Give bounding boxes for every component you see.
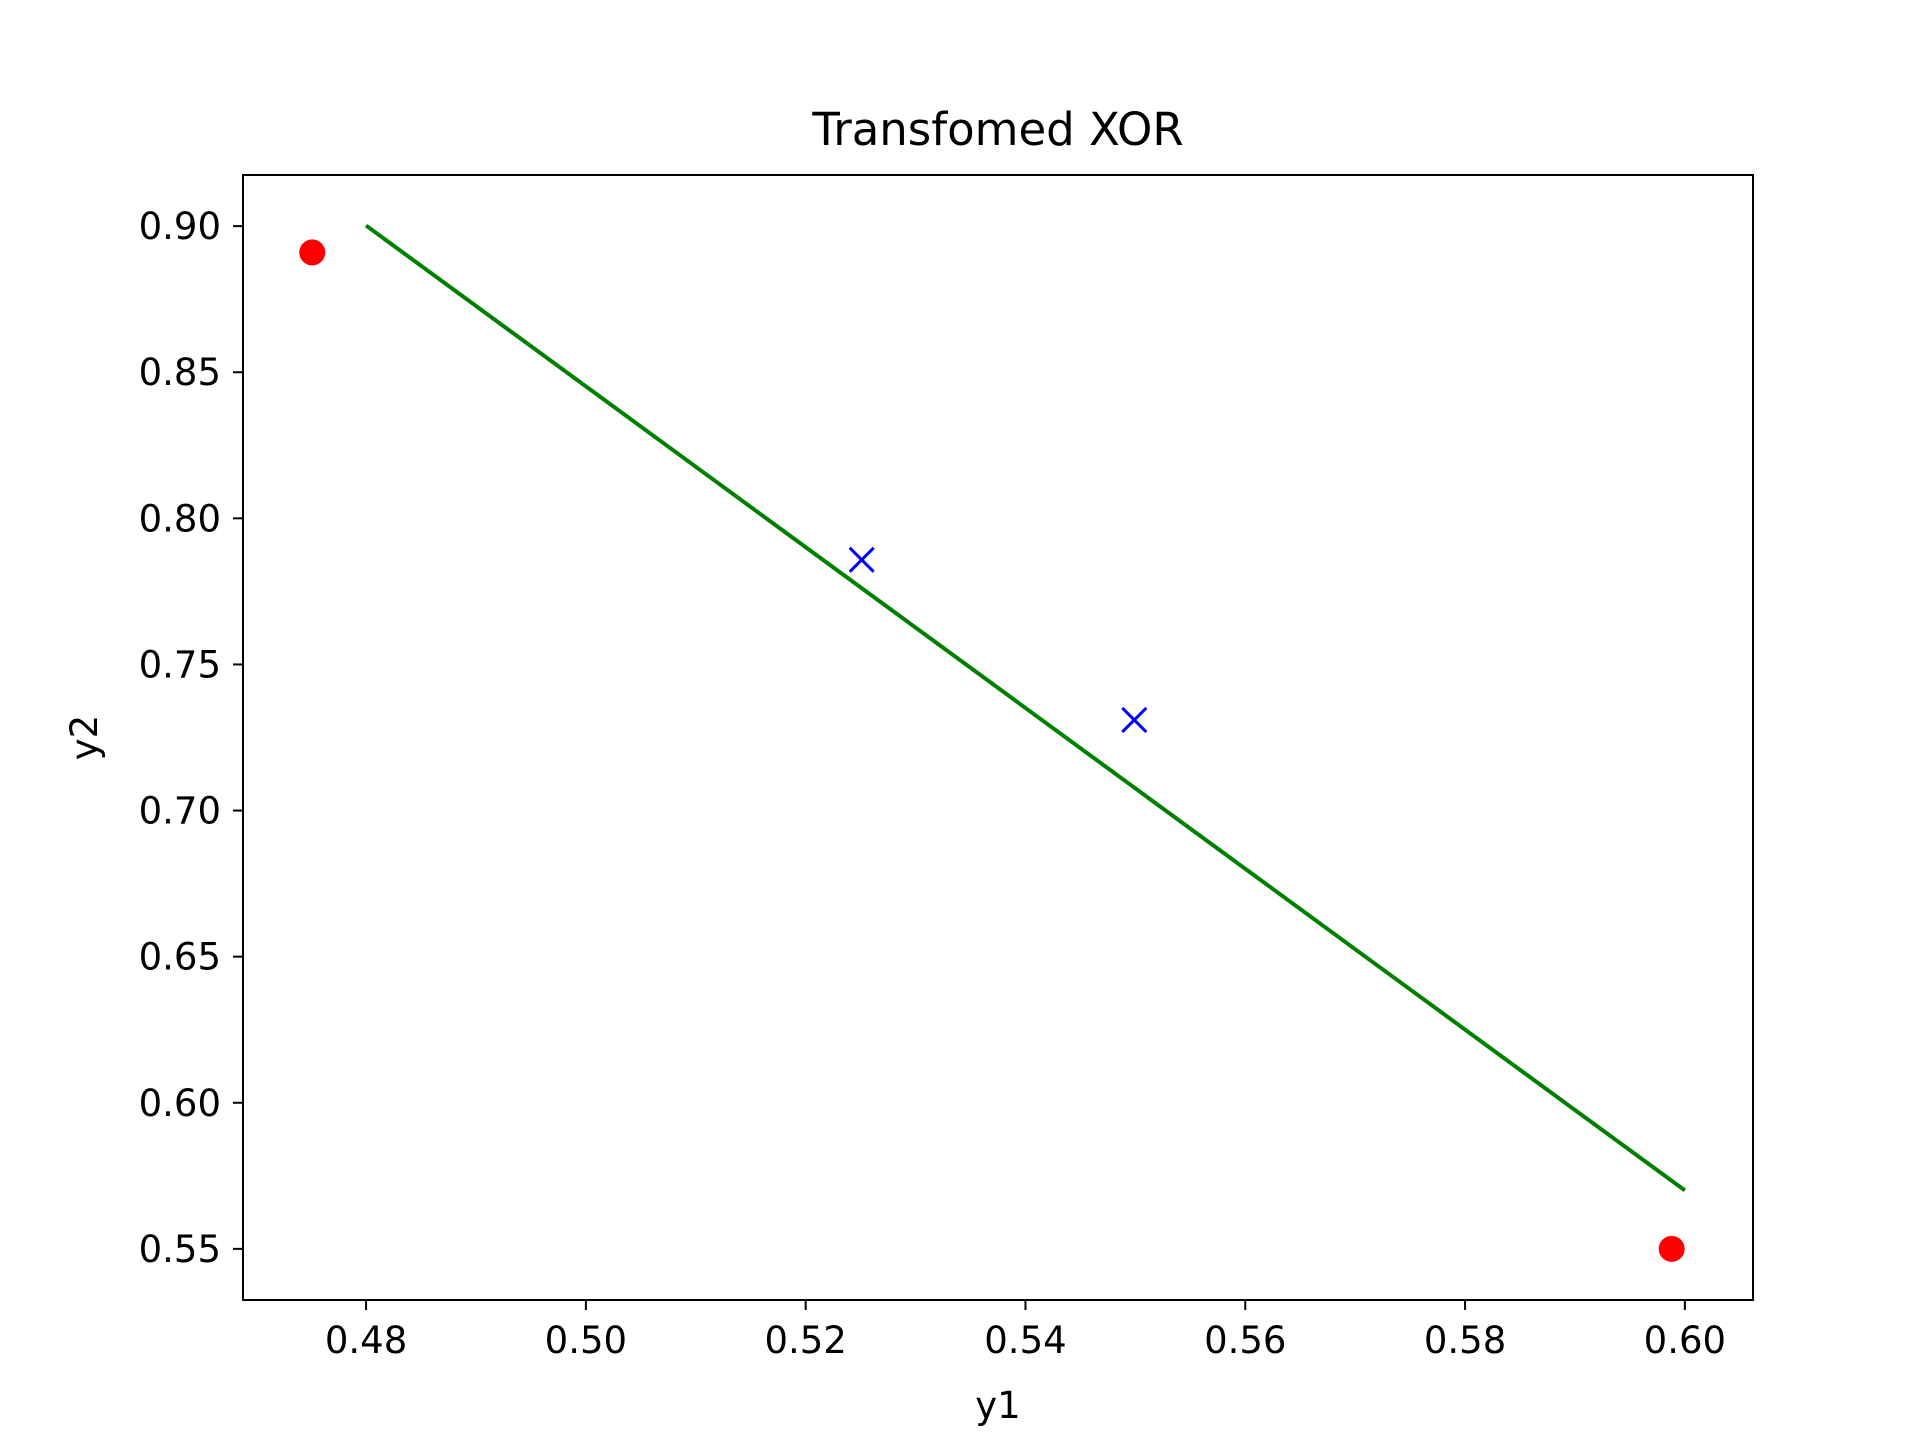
data-point-circle <box>299 239 326 266</box>
data-point-x <box>848 546 875 573</box>
y-tick-label: 0.55 <box>139 1228 221 1271</box>
x-tick-label: 0.50 <box>545 1319 627 1362</box>
y-tick-label: 0.70 <box>139 790 221 833</box>
chart-title: Transfomed XOR <box>811 103 1183 156</box>
decision-boundary-line <box>364 223 1687 1193</box>
axes-frame <box>242 174 1754 1301</box>
line-layer <box>364 223 1687 1193</box>
x-tick-label: 0.56 <box>1204 1319 1286 1362</box>
x-tick-label: 0.52 <box>764 1319 846 1362</box>
y-tick-label: 0.90 <box>139 205 221 248</box>
y-axis-ticks: 0.55 0.60 0.65 0.70 0.75 0.80 0.85 0.90 <box>139 205 243 1271</box>
x-axis-label: y1 <box>975 1384 1020 1427</box>
y-tick-label: 0.65 <box>139 936 221 979</box>
x-tick-label: 0.54 <box>984 1319 1066 1362</box>
x-tick-label: 0.58 <box>1424 1319 1506 1362</box>
data-point-x <box>1121 706 1148 734</box>
x-tick-label: 0.48 <box>325 1319 407 1362</box>
y-tick-label: 0.60 <box>139 1082 221 1125</box>
x-tick-label: 0.60 <box>1644 1319 1726 1362</box>
y-tick-label: 0.75 <box>139 643 221 686</box>
y-axis-label: y2 <box>63 715 106 760</box>
marker-layer <box>299 239 1685 1262</box>
data-point-circle <box>1658 1235 1685 1262</box>
y-tick-label: 0.80 <box>139 497 221 540</box>
y-tick-label: 0.85 <box>139 351 221 394</box>
x-axis-ticks: 0.48 0.50 0.52 0.54 0.56 0.58 0.60 <box>325 1300 1726 1362</box>
